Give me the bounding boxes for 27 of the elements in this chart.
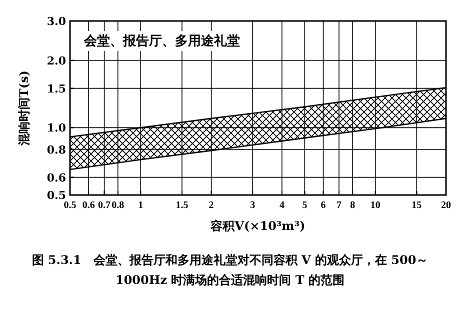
- y-tick-label: 3.0: [46, 15, 66, 28]
- x-tick-label: 7: [336, 200, 342, 211]
- y-tick-label: 0.5: [46, 189, 66, 202]
- x-tick-label: 0.8: [112, 200, 124, 211]
- caption: 图 5.3.1 会堂、报告厅和多用途礼堂对不同容积 V 的观众厅，在 500～1000Hz 时满场的合适混响时间 T 的范围: [30, 252, 430, 289]
- x-tick-label: 3: [250, 200, 256, 211]
- annotation: 会堂、报告厅、多用途礼堂: [83, 33, 240, 49]
- x-tick-label: 4: [279, 200, 284, 211]
- y-tick-label: 0.8: [46, 143, 66, 156]
- y-axis-title: 混响时间T(s): [17, 70, 31, 147]
- y-tick-label: 2.0: [46, 54, 66, 68]
- x-tick-label: 0.5: [64, 200, 76, 211]
- x-tick-label: 10: [370, 200, 380, 211]
- x-tick-label: 1.5: [176, 200, 188, 211]
- x-tick-label: 5: [302, 200, 308, 211]
- y-tick-label: 1.5: [46, 82, 66, 96]
- x-tick-label: 0.7: [98, 200, 111, 211]
- x-tick-label: 1: [138, 200, 144, 211]
- y-tick-label: 0.6: [46, 171, 66, 184]
- x-tick-label: 2: [208, 200, 214, 211]
- x-tick-label: 20: [441, 200, 451, 211]
- x-tick-label: 0.6: [82, 200, 95, 211]
- x-tick-label: 15: [412, 200, 422, 211]
- x-axis-title: 容积V(×10³m³): [210, 219, 306, 233]
- x-tick-label: 6: [320, 200, 326, 211]
- x-tick-label: 8: [350, 200, 356, 211]
- y-tick-label: 1.0: [46, 122, 66, 135]
